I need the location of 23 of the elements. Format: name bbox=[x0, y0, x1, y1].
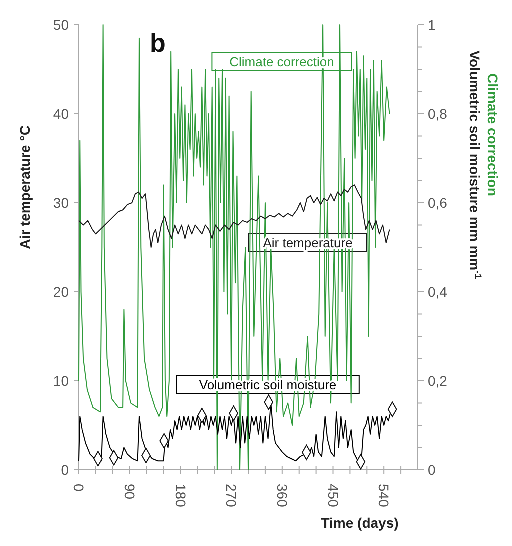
y-tick-label: 20 bbox=[53, 284, 70, 300]
x-axis-title: Time (days) bbox=[321, 515, 399, 531]
y-tick-label: 0 bbox=[61, 462, 70, 478]
y2-tick-label: 1 bbox=[428, 16, 436, 33]
x-tick-label: 270 bbox=[224, 484, 240, 508]
y-tick-label: 40 bbox=[53, 106, 70, 122]
x-tick-label: 180 bbox=[172, 484, 189, 508]
y2-tick-label: 0,8 bbox=[428, 106, 448, 122]
x-tick-label: 360 bbox=[274, 484, 290, 508]
x-tick-label: 450 bbox=[325, 484, 342, 508]
x-tick-label: 0 bbox=[71, 484, 88, 492]
y-tick-label: 30 bbox=[53, 194, 70, 211]
y-axis-title: Air temperature °C bbox=[17, 126, 33, 250]
y2-tick-label: 0 bbox=[428, 462, 436, 478]
y2-tick-label: 0,4 bbox=[428, 284, 448, 300]
y2-tick-label: 0,6 bbox=[428, 194, 448, 211]
y-tick-label: 10 bbox=[53, 372, 70, 389]
y2-tick-label: 0,2 bbox=[428, 372, 448, 389]
annotation: b bbox=[150, 28, 166, 58]
y-tick-label: 50 bbox=[53, 16, 70, 33]
x-tick-label: 540 bbox=[376, 484, 392, 508]
text: Climate correction bbox=[485, 74, 501, 196]
x-tick-label: 90 bbox=[122, 484, 138, 500]
